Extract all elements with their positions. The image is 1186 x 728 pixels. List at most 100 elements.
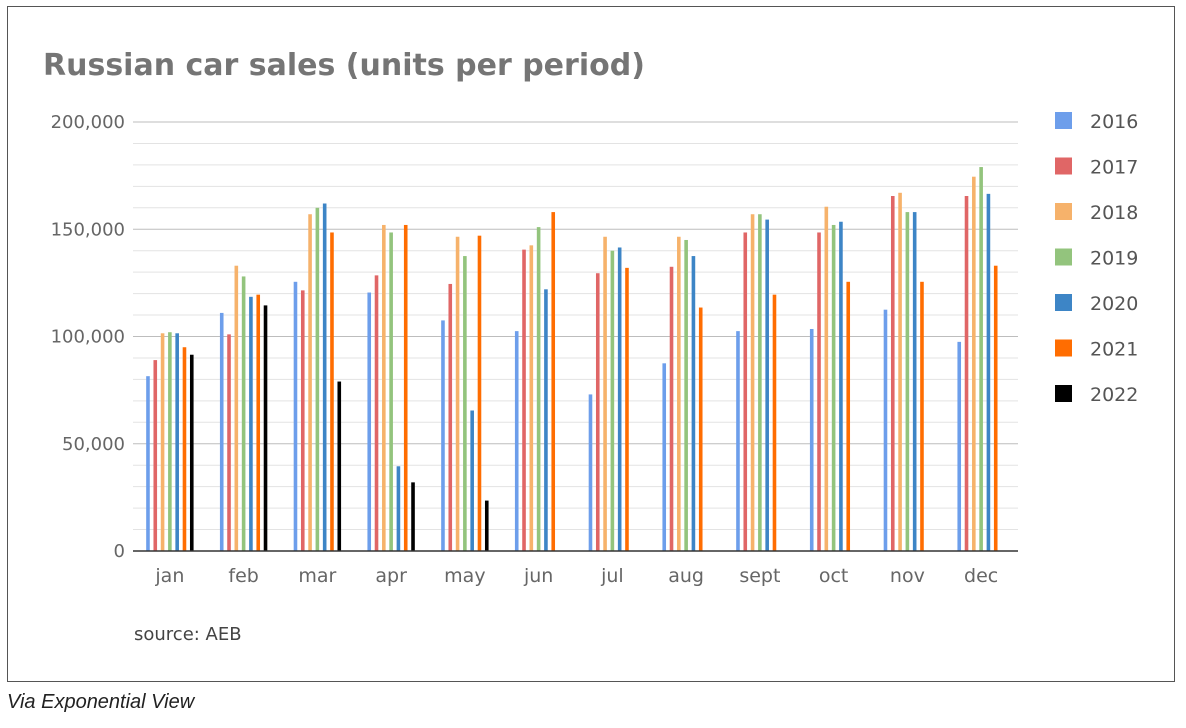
bar-2018-aug [677,236,681,551]
legend-label: 2018 [1090,202,1138,224]
bar-2019-jun [536,227,541,552]
bar-2022-mar [337,381,342,551]
bar-2019-jan [168,332,172,551]
bar-2016-nov [883,309,888,551]
legend: 2016 2017 2018 2019 2020 2021 2022 [1055,111,1138,406]
bar-2016-apr [367,292,372,551]
bar-2020-sept [765,219,769,551]
bar-2020-jul [617,247,622,552]
bar-2020-nov [912,212,917,551]
bar-2022-may [484,500,489,551]
x-tick-label: dec [964,565,998,587]
bar-2017-may [448,283,453,551]
bar-2017-sept [743,232,748,551]
bar-2020-feb [249,296,253,551]
bar-2021-jul [625,267,629,551]
x-tick-label: aug [668,565,704,587]
bar-2017-aug [669,266,674,551]
legend-label: 2016 [1090,111,1138,133]
bar-2021-aug [698,307,703,551]
bar-2020-apr [396,466,401,551]
bar-2019-dec [979,167,983,552]
x-tick-label: jan [154,565,184,587]
x-axis-ticks: jan feb mar apr may jun jul aug sept oct nov dec [154,565,998,587]
bar-2021-apr [403,224,408,551]
bar-2022-feb [263,305,268,551]
bar-2021-nov [920,281,924,551]
bar-2021-jan [182,347,187,551]
bar-2021-may [477,235,482,551]
bar-2019-apr [389,232,393,551]
bar-2020-jan [175,333,179,551]
bar-2017-jun [522,249,526,551]
legend-swatch-2018 [1055,203,1072,220]
bar-2019-mar [315,207,320,552]
bar-2016-dec [957,341,962,551]
bar-2017-jul [595,273,600,551]
bars [146,167,998,552]
bar-2020-oct [839,221,843,551]
bar-2016-sept [736,331,740,551]
bar-2017-jan [153,360,158,551]
x-tick-label: nov [890,565,925,587]
bar-2022-jan [189,354,194,551]
bar-2016-jan [146,376,150,551]
bar-2018-jun [529,245,534,551]
x-tick-label: oct [819,565,849,587]
chart-frame: Russian car sales (units per period) 0 50… [7,6,1175,682]
bar-2017-nov [890,196,895,551]
bar-2017-dec [964,196,969,551]
bar-2016-oct [809,328,814,551]
x-tick-label: jul [600,565,624,587]
legend-swatch-2022 [1055,385,1072,402]
bar-2017-apr [374,275,379,551]
y-tick-label: 0 [114,541,125,562]
bar-2016-aug [662,363,667,551]
bar-2016-jul [588,394,593,551]
legend-label: 2019 [1090,248,1138,270]
bar-2019-oct [831,224,836,551]
x-tick-label: feb [228,565,258,587]
chart-svg: Russian car sales (units per period) 0 50… [43,48,1138,645]
y-tick-label: 50,000 [62,434,125,455]
bar-2018-dec [972,176,976,551]
bar-2020-may [470,410,474,551]
x-tick-label: mar [298,565,336,587]
bar-2018-apr [382,224,386,551]
y-axis-ticks: 0 50,000 100,000 150,000 200,000 [51,112,125,562]
bar-2021-dec [993,265,998,551]
bar-2021-oct [846,281,851,551]
source-note: source: AEB [134,624,242,645]
legend-swatch-2016 [1055,112,1072,129]
bar-2018-jan [160,333,165,551]
bar-2016-may [441,320,445,551]
bar-2017-mar [300,290,305,551]
bar-2019-sept [758,214,762,552]
bar-2016-feb [219,312,224,551]
bar-2021-mar [330,232,334,551]
bar-2019-nov [905,212,910,551]
bar-2018-sept [750,214,755,552]
legend-label: 2022 [1090,384,1138,406]
bar-2019-aug [684,239,688,551]
gridlines [133,121,1018,531]
bar-2022-apr [411,482,415,551]
bar-2020-dec [986,193,991,552]
x-tick-label: jun [523,565,553,587]
chart-title: Russian car sales (units per period) [43,48,645,83]
y-tick-label: 200,000 [51,112,125,133]
bar-2021-jun [551,212,556,551]
legend-label: 2021 [1090,339,1138,361]
y-tick-label: 100,000 [51,327,125,348]
bar-2017-oct [817,232,821,551]
x-tick-label: apr [375,565,407,587]
bar-2018-mar [308,214,312,552]
bar-2016-jun [514,331,519,551]
bar-2019-jul [610,250,615,551]
bar-2020-aug [691,256,696,551]
y-tick-label: 150,000 [51,219,125,240]
bar-2018-may [455,236,460,551]
bar-2018-feb [234,265,239,551]
legend-label: 2020 [1090,293,1138,315]
bar-2019-feb [241,276,246,551]
